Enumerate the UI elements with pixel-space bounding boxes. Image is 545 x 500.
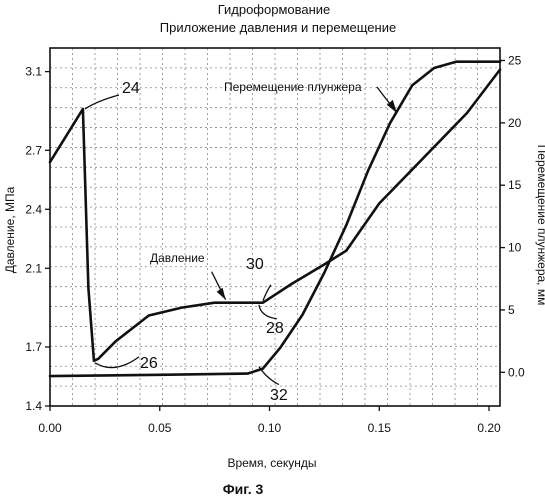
annotation-leaders <box>85 87 397 385</box>
annotation-26: 26 <box>140 355 158 372</box>
x-tick-label: 0.05 <box>148 421 172 435</box>
annotation-24: 24 <box>122 80 140 97</box>
y-right-axis-label: Перемещение плунжера, мм <box>535 145 545 306</box>
chart-subtitle: Приложение давления и перемещение <box>160 20 396 35</box>
x-axis-label: Время, секунды <box>227 456 316 470</box>
y-right-axis-ticks: 0.0 5 10 15 20 25 <box>500 53 525 379</box>
y-left-axis-label: Давление, МПа <box>3 186 17 273</box>
y-right-tick-label: 15 <box>508 178 522 192</box>
annotation-32: 32 <box>270 387 288 404</box>
y-right-tick-label: 5 <box>508 303 515 317</box>
y-left-tick-label: 2.7 <box>25 143 42 157</box>
y-left-axis-ticks: 1.4 1.7 2.1 2.4 2.7 3.1 <box>25 65 50 413</box>
x-axis-ticks: 0.00 0.05 0.10 0.15 0.20 <box>38 406 501 435</box>
callout-pressure-arrowhead <box>217 288 226 300</box>
annotation-30: 30 <box>246 256 264 273</box>
x-tick-label: 0.20 <box>477 421 501 435</box>
y-left-tick-label: 1.4 <box>25 399 42 413</box>
leader-24 <box>85 95 119 109</box>
y-left-tick-label: 2.1 <box>25 261 42 275</box>
y-left-tick-label: 1.7 <box>25 340 42 354</box>
annotation-28: 28 <box>266 320 284 337</box>
x-tick-label: 0.10 <box>258 421 282 435</box>
callout-pressure-label: Давление <box>150 251 205 265</box>
y-left-tick-label: 2.4 <box>25 202 42 216</box>
figure-caption: Фиг. 3 <box>223 481 264 497</box>
y-right-tick-label: 25 <box>508 53 522 67</box>
chart-title: Гидроформование <box>218 2 331 17</box>
x-tick-label: 0.00 <box>38 421 62 435</box>
y-right-tick-label: 20 <box>508 116 522 130</box>
y-left-tick-label: 3.1 <box>25 65 42 79</box>
y-right-tick-label: 10 <box>508 241 522 255</box>
callout-plunger-label: Перемещение плунжера <box>224 80 362 94</box>
y-right-tick-label: 0.0 <box>508 365 525 379</box>
x-tick-label: 0.15 <box>368 421 392 435</box>
